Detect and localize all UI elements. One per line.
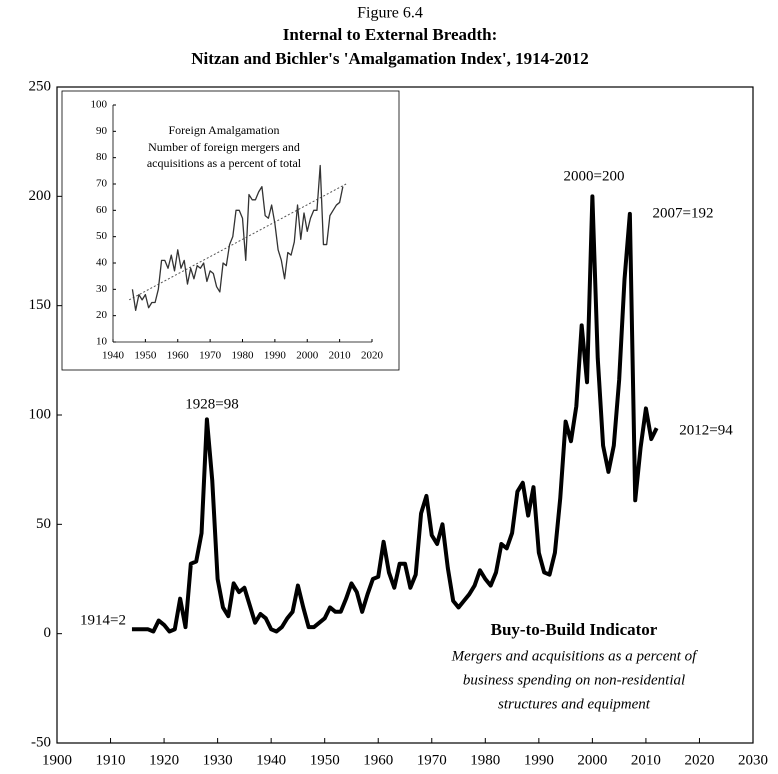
description: business spending on non-residential — [463, 672, 685, 688]
y-tick-label: 150 — [29, 297, 52, 313]
annotation: 2007=192 — [653, 205, 714, 221]
inset-title: Foreign Amalgamation — [169, 123, 280, 137]
x-tick-label: 1980 — [232, 350, 255, 362]
x-tick-label: 1920 — [149, 752, 179, 768]
chart-subtitle: Nitzan and Bichler's 'Amalgamation Index… — [191, 49, 589, 68]
x-tick-label: 2000 — [577, 752, 607, 768]
data-line — [131, 164, 344, 312]
y-tick-label: 30 — [96, 283, 108, 295]
x-tick-label: 2020 — [684, 752, 714, 768]
x-tick-label: 1970 — [417, 752, 447, 768]
y-tick-label: 100 — [29, 406, 52, 422]
y-tick-label: 250 — [29, 78, 52, 94]
annotation: 2000=200 — [564, 168, 625, 184]
y-tick-label: 200 — [29, 188, 52, 204]
x-tick-label: 1900 — [42, 752, 72, 768]
legend-label: Buy-to-Build Indicator — [491, 620, 658, 639]
y-tick-label: 0 — [44, 625, 52, 641]
y-tick-label: 20 — [96, 309, 108, 321]
x-tick-label: 1950 — [134, 350, 157, 362]
x-tick-label: 1960 — [363, 752, 393, 768]
inset-subtitle: acquisitions as a percent of total — [147, 156, 302, 170]
x-tick-label: 2020 — [361, 350, 384, 362]
y-tick-label: 70 — [96, 178, 108, 190]
y-tick-label: 40 — [96, 257, 108, 269]
x-tick-label: 2000 — [296, 350, 319, 362]
y-tick-label: 60 — [96, 204, 108, 216]
x-tick-label: 1950 — [310, 752, 340, 768]
x-tick-label: 1980 — [470, 752, 500, 768]
figure-label: Figure 6.4 — [357, 5, 423, 22]
x-tick-label: 2030 — [738, 752, 768, 768]
annotation: 1928=98 — [185, 396, 238, 412]
inset-frame — [61, 90, 400, 371]
x-tick-label: 1940 — [256, 752, 286, 768]
x-tick-label: 1970 — [199, 350, 222, 362]
x-tick-label: 1990 — [524, 752, 554, 768]
y-tick-label: 100 — [91, 99, 108, 111]
y-tick-label: 50 — [96, 230, 108, 242]
description: structures and equipment — [498, 696, 651, 712]
x-tick-label: 2010 — [329, 350, 352, 362]
trend-line — [128, 183, 347, 301]
y-tick-label: 90 — [96, 125, 108, 137]
annotation: 1914=2 — [80, 612, 126, 628]
y-tick-label: 50 — [36, 516, 51, 532]
x-tick-label: 1990 — [264, 350, 287, 362]
x-tick-label: 1940 — [102, 350, 125, 362]
x-tick-label: 1930 — [203, 752, 233, 768]
y-tick-label: 80 — [96, 151, 108, 163]
x-tick-label: 1910 — [96, 752, 126, 768]
y-tick-label: 10 — [96, 336, 108, 348]
inset-subtitle: Number of foreign mergers and — [148, 140, 300, 154]
chart-title: Internal to External Breadth: — [283, 25, 498, 44]
data-line — [131, 194, 659, 634]
description: Mergers and acquisitions as a percent of — [451, 648, 699, 664]
x-tick-label: 2010 — [631, 752, 661, 768]
x-tick-label: 1960 — [167, 350, 190, 362]
y-tick-label: -50 — [31, 734, 51, 750]
annotation: 2012=94 — [679, 422, 733, 438]
